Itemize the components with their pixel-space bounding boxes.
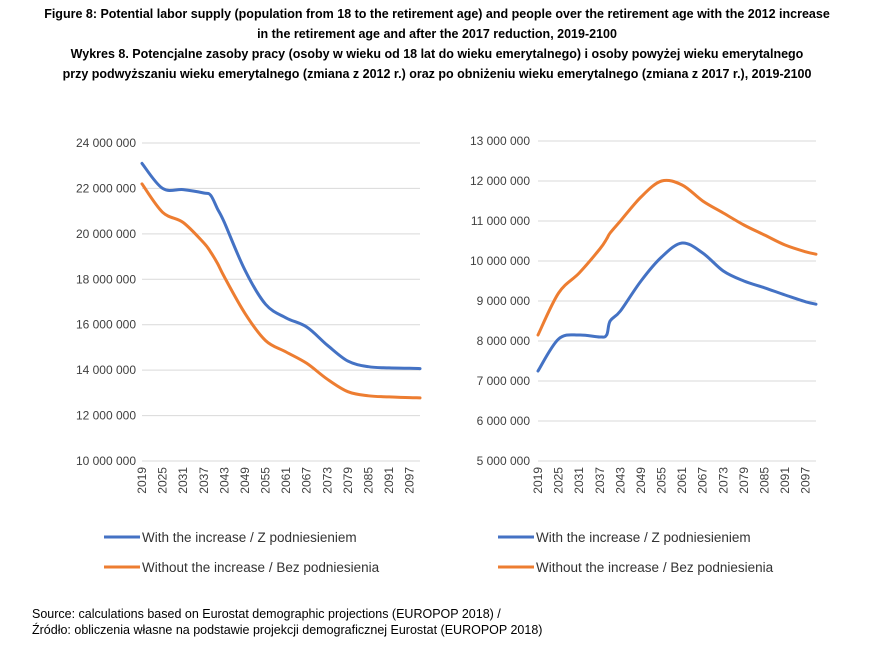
title-line: Figure 8: Potential labor supply (popula… <box>44 7 830 21</box>
x-tick-label: 2073 <box>320 467 334 494</box>
x-tick-label: 2025 <box>156 467 170 494</box>
y-tick-label: 6 000 000 <box>477 414 531 428</box>
source-line: Source: calculations based on Eurostat d… <box>32 607 501 621</box>
y-tick-label: 12 000 000 <box>76 409 136 423</box>
x-tick-label: 2085 <box>758 467 772 494</box>
source-note: Source: calculations based on Eurostat d… <box>32 606 542 638</box>
x-tick-label: 2061 <box>675 467 689 494</box>
x-tick-label: 2031 <box>176 467 190 494</box>
left-line-chart: 24 000 000 22 000 000 20 000 000 18 000 000… <box>76 136 422 575</box>
x-tick-label: 2049 <box>238 467 252 494</box>
y-tick-label: 22 000 000 <box>76 181 136 195</box>
x-tick-label: 2073 <box>716 467 730 494</box>
x-tick-label: 2043 <box>613 467 627 494</box>
series-line <box>536 241 818 373</box>
x-tick-label: 2037 <box>197 467 211 494</box>
title-line: przy podwyższaniu wieku emerytalnego (zm… <box>62 67 812 81</box>
x-tick-label: 2055 <box>259 467 273 494</box>
x-tick-label: 2091 <box>778 467 792 494</box>
x-tick-label: 2091 <box>382 467 396 494</box>
y-tick-label: 5 000 000 <box>477 454 531 468</box>
legend-label: Without the increase / Bez podniesienia <box>536 560 774 575</box>
x-tick-label: 2031 <box>572 467 586 494</box>
y-tick-label: 9 000 000 <box>477 294 531 308</box>
y-tick-label: 11 000 000 <box>471 214 530 228</box>
x-tick-label: 2043 <box>217 467 231 494</box>
x-tick-label: 2055 <box>655 467 669 494</box>
legend-label: Without the increase / Bez podniesienia <box>142 560 380 575</box>
legend-label: With the increase / Z podniesieniem <box>142 530 357 545</box>
x-tick-label: 2067 <box>300 467 314 494</box>
series-line <box>140 161 422 371</box>
x-tick-label: 2037 <box>593 467 607 494</box>
x-tick-label: 2061 <box>279 467 293 494</box>
series-line <box>140 182 422 400</box>
series-line <box>536 178 818 337</box>
source-line: Źródło: obliczenia własne na podstawie p… <box>32 623 543 637</box>
x-tick-label: 2019 <box>531 467 545 494</box>
legend-label: With the increase / Z podniesieniem <box>536 530 751 545</box>
x-tick-label: 2079 <box>341 467 355 494</box>
x-tick-label: 2085 <box>362 467 376 494</box>
y-tick-label: 18 000 000 <box>76 272 136 286</box>
y-tick-label: 20 000 000 <box>76 227 136 241</box>
right-line-chart: 13 000 000 12 000 000 11 000 000 10 000 000… <box>470 134 818 575</box>
x-tick-label: 2049 <box>634 467 648 494</box>
y-tick-label: 24 000 000 <box>76 136 136 150</box>
y-tick-label: 10 000 000 <box>470 254 530 268</box>
title-line: Wykres 8. Potencjalne zasoby pracy (osob… <box>70 47 804 61</box>
x-tick-label: 2097 <box>403 467 417 494</box>
y-tick-label: 16 000 000 <box>76 318 136 332</box>
y-tick-label: 14 000 000 <box>76 363 136 377</box>
x-tick-label: 2025 <box>552 467 566 494</box>
y-tick-label: 12 000 000 <box>470 174 530 188</box>
y-tick-label: 13 000 000 <box>470 134 530 148</box>
y-tick-label: 8 000 000 <box>477 334 531 348</box>
y-tick-label: 10 000 000 <box>76 454 136 468</box>
x-tick-label: 2079 <box>737 467 751 494</box>
title-line: in the retirement age and after the 2017… <box>257 27 617 41</box>
x-tick-label: 2067 <box>696 467 710 494</box>
figure-title: Figure 8: Potential labor supply (popula… <box>0 4 874 84</box>
y-tick-label: 7 000 000 <box>477 374 531 388</box>
x-tick-label: 2097 <box>799 467 813 494</box>
x-tick-label: 2019 <box>135 467 149 494</box>
